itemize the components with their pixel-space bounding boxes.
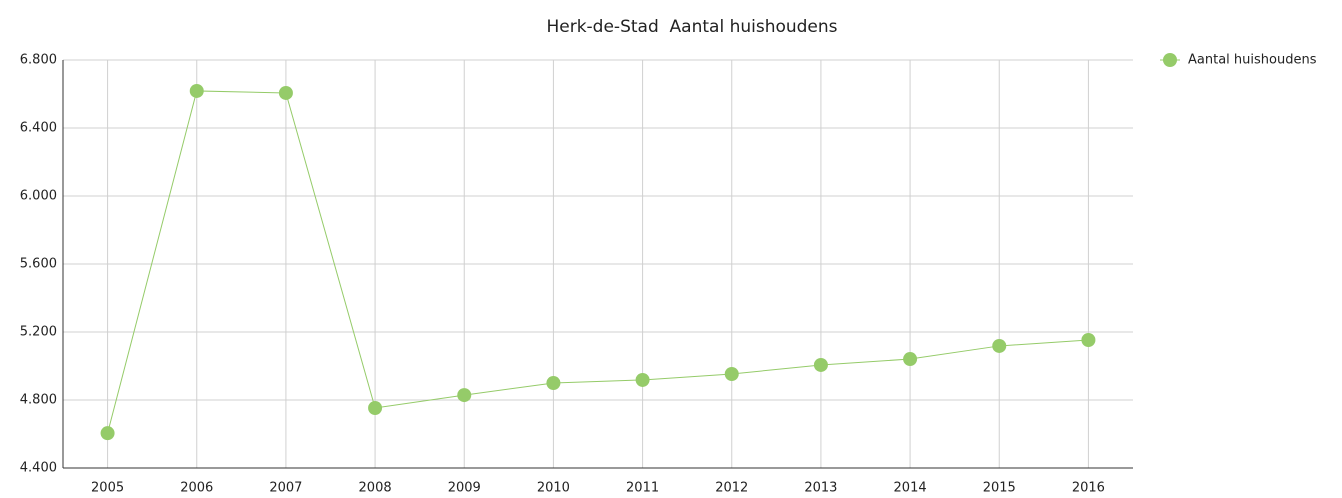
x-tick-label: 2011 (626, 481, 659, 496)
point (1081, 332, 1096, 347)
y-tick-label: 6.400 (20, 121, 57, 136)
point (457, 388, 472, 403)
point (635, 372, 650, 387)
point (278, 85, 293, 100)
legend-marker (1163, 53, 1177, 67)
y-tick-label: 5.600 (20, 257, 57, 272)
x-tick-label: 2008 (359, 481, 392, 496)
chart-title: Herk-de-Stad Aantal huishoudens (546, 17, 837, 37)
y-tick-label: 4.800 (20, 393, 57, 408)
x-tick-label: 2015 (983, 481, 1016, 496)
x-tick-label: 2010 (537, 481, 570, 496)
x-tick-label: 2014 (894, 481, 927, 496)
point (992, 338, 1007, 353)
x-tick-label: 2009 (448, 481, 481, 496)
x-tick-label: 2016 (1072, 481, 1105, 496)
point (368, 400, 383, 415)
point (903, 352, 918, 367)
point (813, 357, 828, 372)
y-tick-label: 6.000 (20, 189, 57, 204)
x-tick-label: 2013 (804, 481, 837, 496)
x-tick-label: 2005 (91, 481, 124, 496)
y-tick-label: 4.400 (20, 461, 57, 476)
x-tick-label: 2012 (715, 481, 748, 496)
legend-label: Aantal huishoudens (1188, 53, 1317, 68)
series-line (107, 90, 1089, 434)
point (100, 426, 115, 441)
point (189, 83, 204, 98)
point (724, 366, 739, 381)
y-tick-label: 5.200 (20, 325, 57, 340)
x-tick-label: 2007 (269, 481, 302, 496)
x-tick-label: 2006 (180, 481, 213, 496)
point (546, 376, 561, 390)
y-tick-label: 6.800 (20, 53, 57, 68)
